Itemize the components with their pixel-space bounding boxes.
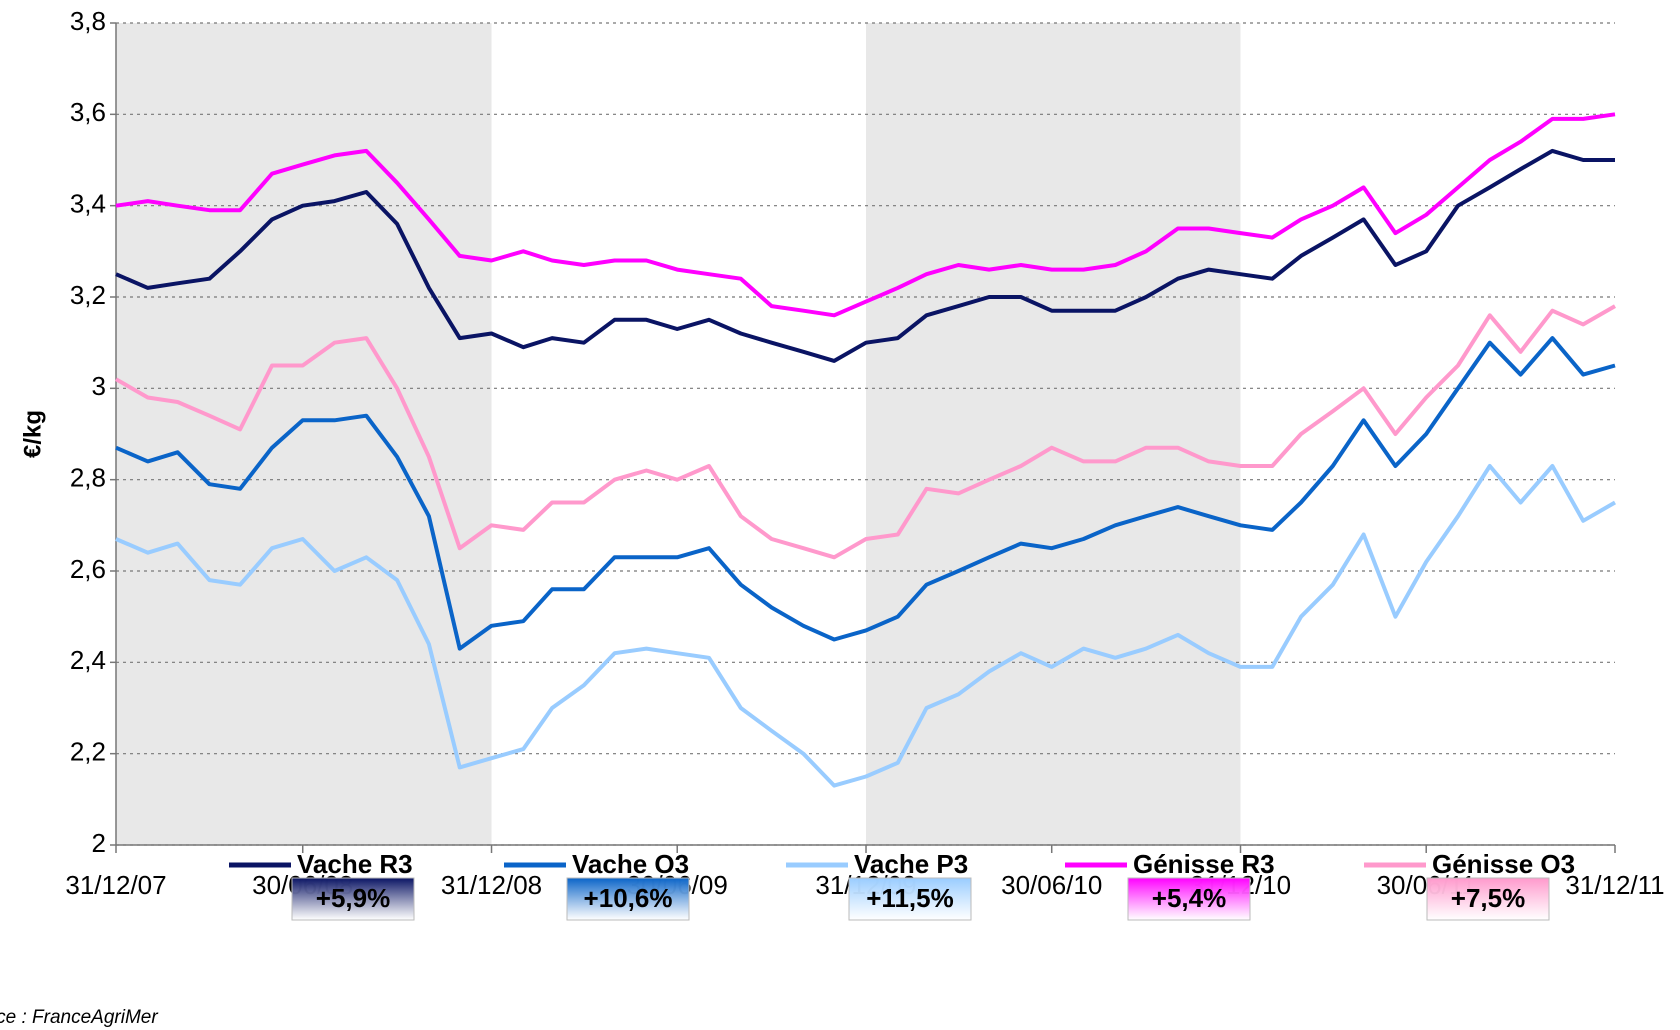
change-label: +5,4% — [1152, 883, 1226, 913]
change-label: +11,5% — [866, 883, 953, 913]
change-box — [1127, 877, 1251, 921]
series-line — [115, 464, 1616, 788]
change-label: +5,9% — [316, 883, 390, 913]
y-tick-label: 2,4 — [70, 645, 106, 675]
x-tick-label: 31/12/11 — [1565, 870, 1664, 900]
y-tick-label: 3,8 — [70, 6, 106, 36]
y-tick-label: 2,2 — [70, 737, 106, 767]
y-tick-label: 3 — [92, 371, 106, 401]
source: Source : FranceAgriMer — [0, 1007, 158, 1028]
change-label: +10,6% — [584, 883, 673, 913]
legend-label: Vache O3 — [572, 849, 689, 879]
y-tick-label: 3,2 — [70, 280, 106, 310]
series-line — [115, 112, 1616, 318]
y-tick-label: 2,8 — [70, 463, 106, 493]
series-line — [115, 304, 1616, 560]
y-axis-label: €/kg — [19, 410, 46, 458]
change-box — [566, 877, 690, 921]
series-line — [115, 336, 1616, 651]
change-box — [848, 877, 972, 921]
y-tick-label: 2,6 — [70, 554, 106, 584]
change-label: +7,5% — [1451, 883, 1525, 913]
shaded-period — [116, 23, 492, 845]
change-box — [1426, 877, 1550, 921]
series-line — [115, 148, 1615, 363]
legend-label: Vache P3 — [854, 849, 968, 879]
y-tick-label: 2 — [92, 828, 106, 858]
change-box — [291, 877, 415, 921]
legend-label: Vache R3 — [297, 849, 413, 879]
shaded-period — [866, 23, 1241, 845]
x-tick-label: 31/12/08 — [441, 870, 542, 900]
y-tick-label: 3,6 — [70, 97, 106, 127]
legend-label: Génisse R3 — [1133, 849, 1275, 879]
x-tick-label: 31/12/07 — [65, 870, 166, 900]
y-tick-label: 3,4 — [70, 189, 106, 219]
legend-label: Génisse O3 — [1432, 849, 1575, 879]
x-tick-label: 30/06/10 — [1001, 870, 1102, 900]
